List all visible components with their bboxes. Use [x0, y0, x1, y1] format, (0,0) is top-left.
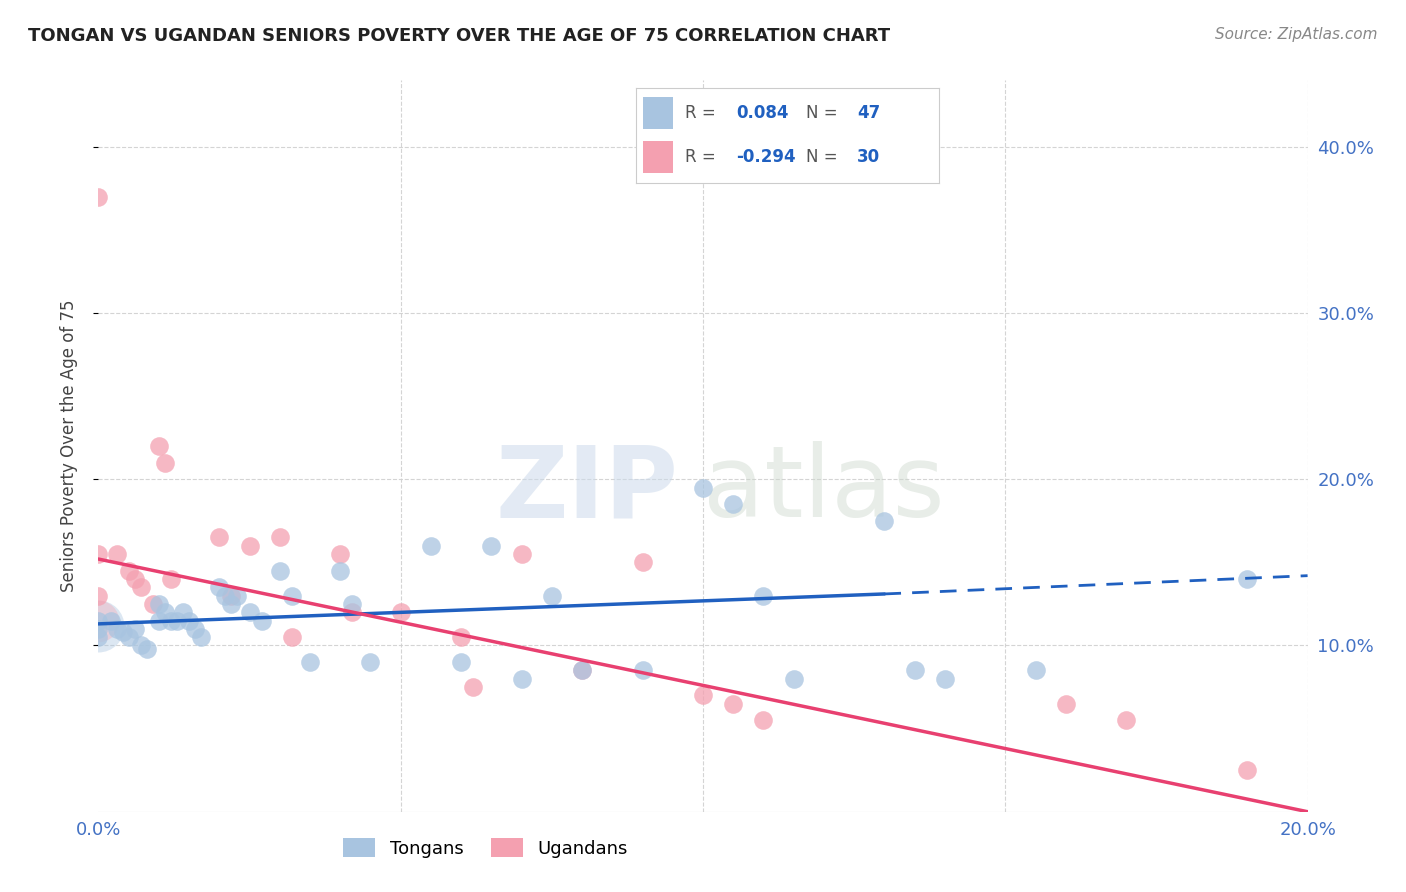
Point: [87, 630, 110, 644]
Point: [329, 547, 352, 561]
Point: [571, 664, 593, 678]
Point: [221, 597, 243, 611]
Point: [239, 539, 262, 553]
Point: [153, 456, 176, 470]
Text: TONGAN VS UGANDAN SENIORS POVERTY OVER THE AGE OF 75 CORRELATION CHART: TONGAN VS UGANDAN SENIORS POVERTY OVER T…: [28, 27, 890, 45]
Point: [631, 664, 654, 678]
Point: [450, 630, 472, 644]
Point: [105, 547, 128, 561]
Point: [752, 714, 775, 728]
Point: [208, 580, 231, 594]
Point: [1115, 714, 1137, 728]
Point: [723, 497, 745, 511]
Point: [510, 547, 533, 561]
Point: [269, 564, 291, 578]
Point: [184, 622, 207, 636]
Point: [208, 530, 231, 544]
Point: [934, 672, 956, 686]
Point: [281, 630, 304, 644]
Point: [239, 605, 262, 619]
Text: Source: ZipAtlas.com: Source: ZipAtlas.com: [1215, 27, 1378, 42]
Point: [450, 655, 472, 669]
Point: [299, 655, 322, 669]
Point: [342, 605, 364, 619]
Point: [904, 664, 927, 678]
Point: [190, 630, 212, 644]
Point: [1236, 572, 1258, 586]
Point: [1024, 664, 1046, 678]
Point: [118, 564, 141, 578]
Point: [111, 625, 134, 640]
Point: [129, 580, 152, 594]
Text: atlas: atlas: [703, 442, 945, 539]
Point: [420, 539, 443, 553]
Point: [221, 589, 243, 603]
Point: [692, 481, 714, 495]
Point: [124, 622, 146, 636]
Point: [153, 605, 176, 619]
Point: [571, 664, 593, 678]
Point: [148, 597, 170, 611]
Point: [179, 614, 201, 628]
Point: [481, 539, 503, 553]
Point: [389, 605, 412, 619]
Point: [342, 597, 364, 611]
Point: [166, 614, 188, 628]
Point: [124, 572, 146, 586]
Point: [1236, 763, 1258, 777]
Point: [160, 614, 183, 628]
Point: [1054, 697, 1077, 711]
Point: [281, 589, 304, 603]
Point: [692, 689, 714, 703]
Point: [87, 547, 110, 561]
Point: [105, 622, 128, 636]
Point: [100, 614, 122, 628]
Point: [148, 614, 170, 628]
Point: [783, 672, 806, 686]
Legend: Tongans, Ugandans: Tongans, Ugandans: [336, 831, 636, 865]
Point: [226, 589, 249, 603]
Point: [214, 589, 236, 603]
Point: [129, 639, 152, 653]
Point: [87, 622, 110, 636]
Point: [463, 680, 485, 694]
Point: [360, 655, 382, 669]
Point: [87, 589, 110, 603]
Point: [329, 564, 352, 578]
Point: [250, 614, 273, 628]
Point: [87, 614, 110, 628]
Point: [631, 555, 654, 569]
Point: [723, 697, 745, 711]
Point: [135, 641, 157, 656]
Point: [510, 672, 533, 686]
Point: [118, 630, 141, 644]
Point: [148, 439, 170, 453]
Point: [142, 597, 165, 611]
Y-axis label: Seniors Poverty Over the Age of 75: Seniors Poverty Over the Age of 75: [59, 300, 77, 592]
Text: ZIP: ZIP: [496, 442, 679, 539]
Point: [172, 605, 194, 619]
Point: [752, 589, 775, 603]
Point: [269, 530, 291, 544]
Point: [87, 189, 110, 203]
Point: [873, 514, 896, 528]
Point: [540, 589, 562, 603]
Point: [87, 618, 110, 632]
Point: [87, 614, 110, 628]
Point: [160, 572, 183, 586]
